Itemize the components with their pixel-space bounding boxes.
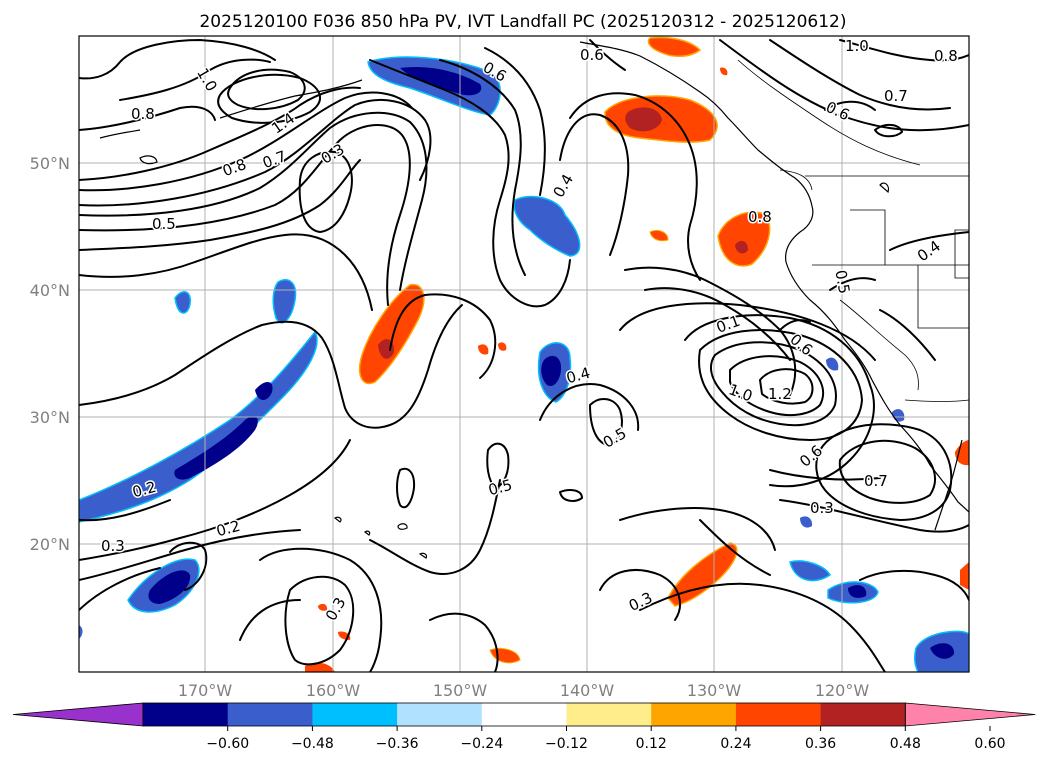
contour-label: 0.8 xyxy=(131,105,155,123)
colorbar-frame xyxy=(142,702,906,727)
pv-shading xyxy=(79,36,969,672)
colorbar-tick-label: −0.36 xyxy=(376,736,419,752)
contour-label: 1.2 xyxy=(768,385,792,403)
colorbar-tick-label: 0.12 xyxy=(636,736,667,752)
lon-label: 120°W xyxy=(815,681,870,700)
colorbar-tick-label: −0.60 xyxy=(206,736,249,752)
contour-label: 0.5 xyxy=(152,215,176,233)
contour-label: 0.7 xyxy=(884,87,908,105)
contour-label: 0.6 xyxy=(580,46,604,64)
colorbar-segment xyxy=(735,703,822,726)
contour-label: 1.0 xyxy=(845,37,869,55)
longitude-labels: 170°W 160°W 150°W 140°W 130°W 120°W xyxy=(178,681,870,700)
contour-label: 0.5 xyxy=(831,269,853,296)
lon-label: 140°W xyxy=(560,681,615,700)
colorbar-tick-label: −0.48 xyxy=(291,736,334,752)
colorbar-tick-label: 0.36 xyxy=(805,736,836,752)
contour-label: 0.7 xyxy=(864,472,888,490)
contour-label: 0.8 xyxy=(748,208,772,226)
map-frame xyxy=(78,35,970,673)
colorbar-tick-label: −0.24 xyxy=(460,736,503,752)
colorbar-segment xyxy=(820,703,906,726)
colorbar-segment xyxy=(227,703,313,726)
colorbar-segment xyxy=(312,703,398,726)
lon-label: 160°W xyxy=(306,681,361,700)
coastlines xyxy=(99,41,969,559)
colorbar: −0.60 −0.48 −0.36 −0.24 −0.12 0.12 0.24 0.36 0.4… xyxy=(12,702,1036,752)
lat-label: 30°N xyxy=(30,408,70,427)
colorbar-segment xyxy=(397,703,483,726)
colorbar-tick-label: 0.24 xyxy=(720,736,751,752)
lat-label: 50°N xyxy=(30,154,70,173)
colorbar-segment xyxy=(481,703,567,726)
lon-label: 130°W xyxy=(687,681,742,700)
lon-label: 150°W xyxy=(433,681,488,700)
lon-label: 170°W xyxy=(178,681,233,700)
figure-title: 2025120100 F036 850 hPa PV, IVT Landfall… xyxy=(199,12,846,32)
borders xyxy=(737,59,969,402)
map-area: 1.0 0.8 1.4 0.8 0.7 0.3 0.5 0.6 0.6 1.0 … xyxy=(79,36,969,672)
contour-label: 0.3 xyxy=(101,537,125,555)
contour-label: 0.8 xyxy=(934,47,958,65)
colorbar-segment xyxy=(566,703,652,726)
lat-label: 40°N xyxy=(30,281,70,300)
colorbar-tick-label: 0.60 xyxy=(974,736,1005,752)
latitude-labels: 50°N 40°N 30°N 20°N xyxy=(30,154,70,554)
colorbar-segment xyxy=(651,703,737,726)
colorbar-extend-min xyxy=(12,702,144,727)
colorbar-extend-max xyxy=(904,702,1036,727)
contour-label: 0.3 xyxy=(810,499,834,517)
colorbar-tick-label: −0.12 xyxy=(545,736,588,752)
colorbar-segment xyxy=(143,703,229,726)
lat-label: 20°N xyxy=(30,535,70,554)
pv-contours xyxy=(79,39,969,672)
colorbar-tick-label: 0.48 xyxy=(890,736,921,752)
